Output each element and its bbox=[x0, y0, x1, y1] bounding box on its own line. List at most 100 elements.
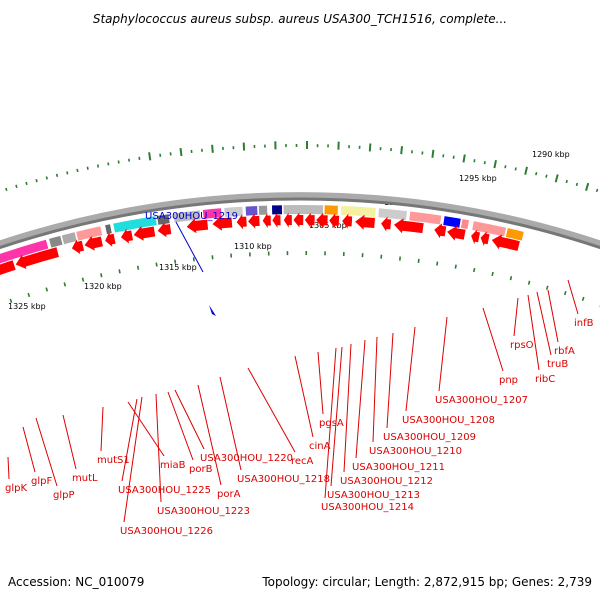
gene-label[interactable]: mutS1 bbox=[97, 455, 130, 466]
feature-bar bbox=[157, 214, 170, 225]
scale-tick bbox=[524, 166, 528, 175]
leader-line bbox=[386, 332, 394, 429]
gene-label[interactable]: porB bbox=[189, 464, 213, 475]
gene-arrow[interactable] bbox=[434, 223, 447, 239]
gene-arrow[interactable] bbox=[84, 236, 103, 251]
feature-bar bbox=[258, 205, 268, 215]
gene-arrow[interactable] bbox=[121, 228, 133, 244]
gene-arrow[interactable] bbox=[248, 213, 260, 229]
gene-arrow[interactable] bbox=[293, 212, 304, 228]
gene-label[interactable]: USA300HOU_1208 bbox=[402, 415, 495, 426]
leader-line bbox=[219, 376, 242, 471]
gene-arrow[interactable] bbox=[329, 213, 340, 229]
gene-arrow[interactable] bbox=[0, 260, 16, 280]
scale-tick bbox=[575, 182, 579, 187]
gene-label[interactable]: recA bbox=[291, 456, 314, 467]
leader-line bbox=[22, 426, 36, 473]
inner-tick bbox=[436, 261, 439, 266]
leader-line bbox=[197, 384, 222, 486]
gene-label[interactable]: glpF bbox=[31, 476, 52, 487]
leader-line bbox=[35, 417, 58, 487]
gene-arrow[interactable] bbox=[283, 212, 292, 228]
gene-arrow[interactable] bbox=[133, 226, 156, 241]
feature-bar bbox=[49, 235, 63, 248]
scale-tick bbox=[554, 174, 559, 183]
gene-arrow[interactable] bbox=[480, 231, 490, 246]
gene-label[interactable]: USA300HOU_1220 bbox=[200, 453, 293, 464]
gene-arrow[interactable] bbox=[105, 232, 116, 247]
gene-label[interactable]: USA300HOU_1226 bbox=[120, 526, 213, 537]
backbone bbox=[0, 192, 600, 250]
gene-label[interactable]: miaB bbox=[160, 460, 186, 471]
inner-tick bbox=[581, 296, 585, 302]
inner-tick bbox=[454, 264, 457, 269]
feature-bar bbox=[173, 210, 201, 223]
scale-label: 1305 kbp bbox=[309, 221, 347, 230]
gene-arrow[interactable] bbox=[272, 212, 281, 228]
inner-tick bbox=[118, 269, 121, 274]
gene-arrow[interactable] bbox=[394, 218, 424, 234]
scale-tick bbox=[15, 184, 18, 189]
inner-tick bbox=[509, 276, 513, 281]
gene-label[interactable]: rbfA bbox=[554, 346, 575, 357]
gene-label[interactable]: glpK bbox=[5, 483, 27, 494]
gene-arrow[interactable] bbox=[471, 229, 480, 245]
gene-label[interactable]: USA300HOU_1225 bbox=[118, 485, 211, 496]
gene-label[interactable]: USA300HOU_1207 bbox=[435, 395, 528, 406]
gene-label[interactable]: infB bbox=[574, 318, 594, 329]
gene-label[interactable]: USA300HOU_1211 bbox=[352, 462, 445, 473]
gene-arrow[interactable] bbox=[381, 216, 392, 232]
scale-tick bbox=[535, 171, 538, 176]
gene-label[interactable]: USA300HOU_1223 bbox=[157, 506, 250, 517]
scale-tick bbox=[452, 155, 455, 159]
scale-tick bbox=[107, 162, 110, 166]
gene-arrow[interactable] bbox=[342, 213, 353, 229]
inner-tick bbox=[491, 271, 494, 277]
gene-arrow[interactable] bbox=[157, 222, 172, 238]
inner-tick bbox=[473, 267, 476, 273]
gene-arrow[interactable] bbox=[212, 215, 233, 231]
gene-arrow[interactable] bbox=[186, 218, 209, 234]
scale-ticks bbox=[5, 141, 600, 307]
inner-tick bbox=[81, 277, 85, 282]
inner-tick bbox=[174, 259, 177, 264]
leader-line bbox=[317, 351, 324, 415]
gene-label[interactable]: glpP bbox=[53, 490, 75, 501]
gene-arrow[interactable] bbox=[262, 213, 271, 229]
scale-tick bbox=[462, 154, 466, 163]
feature-bar bbox=[443, 216, 461, 228]
gene-label[interactable]: ribC bbox=[535, 374, 555, 385]
gene-label[interactable]: USA300HOU_1210 bbox=[369, 446, 462, 457]
leader-line bbox=[438, 316, 448, 392]
gene-arrow[interactable] bbox=[236, 214, 247, 230]
leader-line bbox=[167, 391, 194, 461]
gene-arrow[interactable] bbox=[316, 212, 328, 228]
gene-label[interactable]: USA300HOU_1218 bbox=[237, 474, 330, 485]
gene-label[interactable]: USA300HOU_1213 bbox=[327, 490, 420, 501]
gene-arrow[interactable] bbox=[71, 239, 85, 255]
gene-label[interactable]: mutL bbox=[72, 473, 98, 484]
gene-label[interactable]: USA300HOU_1212 bbox=[340, 476, 433, 487]
gene-arrow[interactable] bbox=[491, 234, 520, 251]
gene-arrow[interactable] bbox=[355, 214, 375, 230]
scale-tick bbox=[179, 147, 183, 157]
leader-line bbox=[343, 343, 352, 473]
gene-label[interactable]: USA300HOU_1214 bbox=[321, 502, 414, 513]
leader-line bbox=[355, 339, 366, 459]
feature-bar bbox=[245, 206, 258, 216]
gene-label[interactable]: truB bbox=[547, 359, 568, 370]
gene-arrow[interactable] bbox=[304, 212, 315, 228]
gene-arrow[interactable] bbox=[447, 225, 466, 241]
highlight-gene-label[interactable]: USA300HOU_1219 bbox=[145, 211, 238, 222]
gene-label[interactable]: cinA bbox=[309, 441, 331, 452]
gene-label[interactable]: pgsA bbox=[319, 418, 344, 429]
gene-label[interactable]: rpsO bbox=[510, 340, 534, 351]
gene-label[interactable]: porA bbox=[217, 489, 241, 500]
gene-label[interactable]: pnp bbox=[499, 375, 518, 386]
scale-tick bbox=[211, 144, 214, 153]
gene-label[interactable]: USA300HOU_1209 bbox=[383, 432, 476, 443]
feature-bar bbox=[61, 232, 77, 245]
scale-label: 1290 kbp bbox=[532, 150, 570, 159]
gene-arrow[interactable] bbox=[15, 247, 59, 269]
inner-tick bbox=[563, 290, 567, 296]
